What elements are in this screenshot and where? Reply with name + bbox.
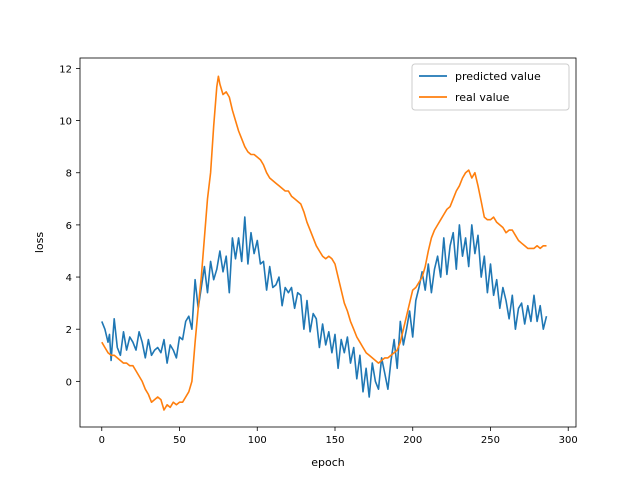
series-line-2 xyxy=(101,75,547,411)
y-tick-label: 6 xyxy=(66,221,72,232)
legend: predicted value real value xyxy=(411,63,570,111)
legend-label-2: real value xyxy=(455,91,510,104)
y-tick-label: 8 xyxy=(66,169,72,180)
x-axis-label: epoch xyxy=(311,456,345,469)
y-tick-label: 4 xyxy=(66,273,72,284)
x-axis: 0 50 100 150 200 250 300 xyxy=(99,427,578,446)
y-axis: 0 2 4 6 8 10 12 xyxy=(59,64,80,388)
x-tick-label: 250 xyxy=(481,435,500,446)
x-tick-label: 200 xyxy=(403,435,422,446)
x-tick-label: 150 xyxy=(325,435,344,446)
y-tick-label: 10 xyxy=(59,117,72,128)
y-tick-label: 12 xyxy=(59,64,72,75)
x-tick-label: 0 xyxy=(99,435,105,446)
x-tick-label: 100 xyxy=(248,435,267,446)
y-tick-label: 2 xyxy=(66,325,72,336)
x-tick-label: 50 xyxy=(173,435,186,446)
plot-frame xyxy=(79,57,577,428)
y-axis-label: loss xyxy=(33,232,46,254)
x-tick-label: 300 xyxy=(559,435,578,446)
y-tick-label: 0 xyxy=(66,377,72,388)
series-layer xyxy=(101,75,548,411)
legend-box xyxy=(411,63,570,111)
series-line-1 xyxy=(101,216,548,398)
legend-label-1: predicted value xyxy=(455,70,541,83)
